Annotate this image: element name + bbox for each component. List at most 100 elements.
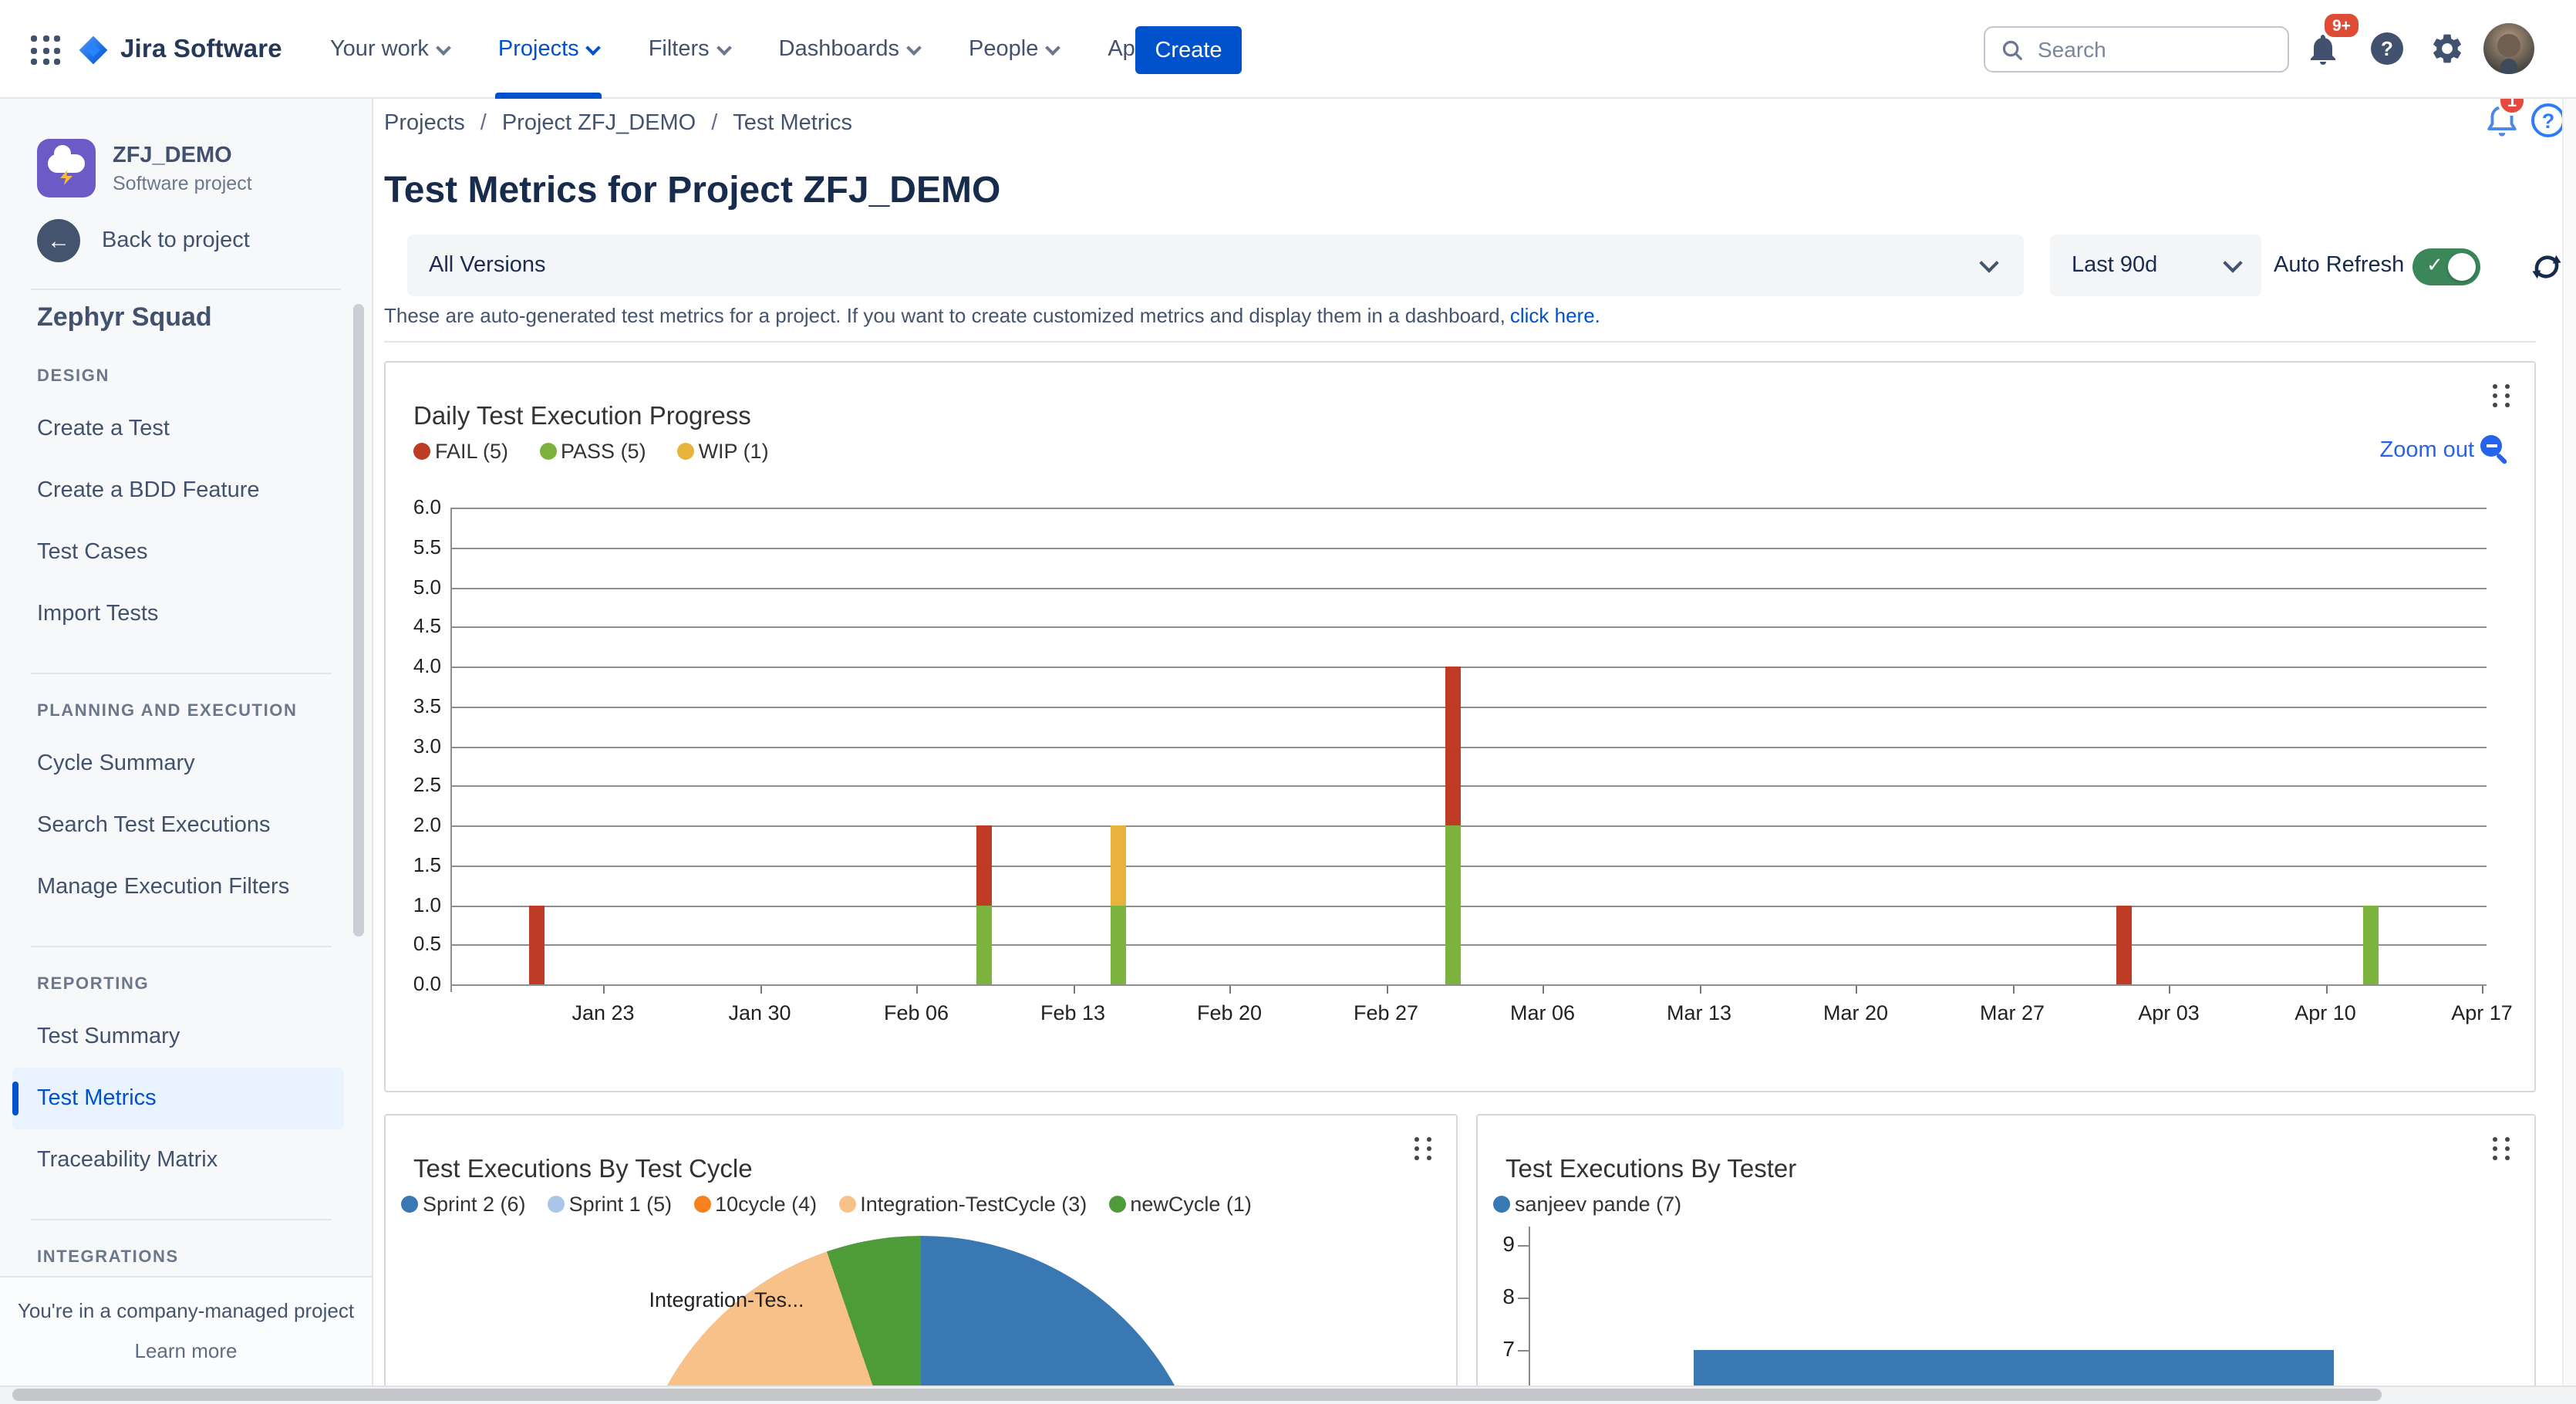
bar-segment-fail[interactable] xyxy=(1445,667,1461,825)
zoom-out-button[interactable]: Zoom out xyxy=(2380,435,2510,465)
nav-item-filters[interactable]: Filters xyxy=(649,0,732,99)
project-header[interactable]: ZFJ_DEMO Software project xyxy=(37,139,252,197)
jira-diamond-icon xyxy=(79,35,108,64)
drag-handle-icon[interactable] xyxy=(1414,1137,1435,1160)
pie-chart[interactable] xyxy=(631,1236,1211,1404)
click-here-link[interactable]: click here. xyxy=(1509,304,1600,327)
search-input[interactable] xyxy=(2035,35,2272,63)
gridline xyxy=(450,825,2487,827)
legend-item-10cycle[interactable]: 10cycle (4) xyxy=(693,1193,817,1216)
y-axis-tick xyxy=(1518,1350,1529,1352)
legend-item-integration-testcycle[interactable]: Integration-TestCycle (3) xyxy=(838,1193,1087,1216)
legend-item-sanjeev-pande[interactable]: sanjeev pande (7) xyxy=(1493,1193,1681,1216)
sidebar-item-test-metrics[interactable]: Test Metrics xyxy=(12,1068,344,1129)
sidebar-item-manage-execution-filters[interactable]: Manage Execution Filters xyxy=(37,875,290,899)
jira-logo[interactable]: Jira Software xyxy=(77,26,282,73)
help-icon[interactable]: ? xyxy=(2371,32,2403,65)
sidebar-item-search-test-executions[interactable]: Search Test Executions xyxy=(37,813,271,838)
date-range-select[interactable]: Last 90d xyxy=(2050,235,2261,296)
breadcrumb-projects[interactable]: Projects xyxy=(384,111,465,136)
chart-title: Daily Test Execution Progress xyxy=(413,402,751,430)
nav-item-projects[interactable]: Projects xyxy=(494,0,603,99)
legend-item-newcycle[interactable]: newCycle (1) xyxy=(1108,1193,1252,1216)
bar-segment-pass[interactable] xyxy=(1445,825,1461,984)
sidebar-section-divider xyxy=(31,1219,332,1220)
notifications-bell-icon[interactable] xyxy=(2305,31,2342,68)
sidebar-scrollbar-thumb[interactable] xyxy=(353,304,364,937)
chart-title: Test Executions By Test Cycle xyxy=(413,1155,753,1183)
nav-item-dashboards[interactable]: Dashboards xyxy=(779,0,922,99)
x-axis-label: Mar 06 xyxy=(1509,1001,1576,1024)
back-to-project[interactable]: ← Back to project xyxy=(37,219,250,262)
legend-item-pass[interactable]: PASS (5) xyxy=(539,440,646,463)
drag-handle-icon[interactable] xyxy=(2493,1137,2513,1160)
sidebar-item-test-summary[interactable]: Test Summary xyxy=(37,1024,180,1049)
project-sidebar: ZFJ_DEMO Software project ← Back to proj… xyxy=(0,99,373,1404)
legend-item-sprint-2[interactable]: Sprint 2 (6) xyxy=(401,1193,526,1216)
primary-nav: Your work Projects Filters Dashboards People… xyxy=(330,0,1182,99)
refresh-icon[interactable] xyxy=(2528,248,2565,285)
gridline xyxy=(450,587,2487,589)
y-axis-tick xyxy=(1518,1245,1529,1247)
legend-dot-icon xyxy=(539,443,557,460)
bar-segment-fail[interactable] xyxy=(976,825,991,905)
chevron-down-icon xyxy=(436,39,451,56)
sidebar-footer: You're in a company-managed project Lear… xyxy=(0,1276,372,1404)
chevron-down-icon xyxy=(1045,39,1061,56)
vertical-scrollbar-track[interactable] xyxy=(2562,99,2576,1385)
app-switcher-icon[interactable] xyxy=(31,35,62,66)
sidebar-item-import-tests[interactable]: Import Tests xyxy=(37,602,159,626)
sidebar-section-divider xyxy=(31,673,332,674)
bar-segment-fail[interactable] xyxy=(528,905,544,984)
back-arrow-icon: ← xyxy=(37,219,80,262)
learn-more-link[interactable]: Learn more xyxy=(134,1339,238,1362)
y-axis-tick xyxy=(1518,1298,1529,1299)
x-axis-tick xyxy=(2325,986,2327,994)
sidebar-item-create-a-test[interactable]: Create a Test xyxy=(37,417,170,441)
auto-refresh-toggle[interactable]: ✓ xyxy=(2412,248,2480,285)
sidebar-item-cycle-summary[interactable]: Cycle Summary xyxy=(37,751,195,776)
sidebar-item-test-cases[interactable]: Test Cases xyxy=(37,540,148,565)
x-axis-label: Apr 10 xyxy=(2294,1001,2356,1024)
nav-item-your-work[interactable]: Your work xyxy=(330,0,451,99)
legend-dot-icon xyxy=(838,1196,856,1213)
horizontal-scrollbar-track[interactable] xyxy=(0,1385,2576,1404)
chevron-down-icon xyxy=(2223,253,2243,273)
legend-dot-icon xyxy=(676,443,694,460)
legend-item-fail[interactable]: FAIL (5) xyxy=(413,440,508,463)
create-button[interactable]: Create xyxy=(1135,26,1242,74)
chevron-down-icon xyxy=(716,39,732,56)
page-help-icon[interactable]: ? xyxy=(2531,103,2565,137)
y-axis-label: 9 xyxy=(1502,1231,1515,1256)
bar-segment-pass[interactable] xyxy=(2362,905,2378,984)
x-axis-label: Jan 23 xyxy=(572,1001,635,1024)
x-axis-tick xyxy=(1386,986,1387,994)
search-icon xyxy=(2002,39,2022,59)
bar-segment-pass[interactable] xyxy=(976,905,991,984)
bar-segment-fail[interactable] xyxy=(2116,905,2132,984)
test-executions-by-tester-card: Test Executions By Tester sanjeev pande … xyxy=(1476,1114,2536,1404)
sidebar-item-traceability-matrix[interactable]: Traceability Matrix xyxy=(37,1148,218,1173)
test-executions-by-test-cycle-card: Test Executions By Test Cycle Sprint 2 (… xyxy=(384,1114,1458,1404)
auto-refresh-label: Auto Refresh xyxy=(2274,253,2405,278)
horizontal-scrollbar-thumb[interactable] xyxy=(12,1389,2382,1401)
legend-item-sprint-1[interactable]: Sprint 1 (5) xyxy=(547,1193,672,1216)
y-axis-line xyxy=(450,508,452,992)
user-avatar[interactable] xyxy=(2483,23,2534,74)
version-filter-select[interactable]: All Versions xyxy=(407,235,2024,296)
gridline xyxy=(450,706,2487,708)
drag-handle-icon[interactable] xyxy=(2493,384,2513,407)
sidebar-item-create-a-bdd-feature[interactable]: Create a BDD Feature xyxy=(37,478,260,503)
search-box[interactable] xyxy=(1984,26,2289,73)
breadcrumb-project-zfj-demo[interactable]: Project ZFJ_DEMO xyxy=(501,111,696,136)
managed-project-note: You're in a company-managed project xyxy=(17,1299,355,1322)
bar-segment-wip[interactable] xyxy=(1110,825,1125,905)
zephyr-squad-title: Zephyr Squad xyxy=(37,302,212,332)
legend-item-wip[interactable]: WIP (1) xyxy=(676,440,769,463)
legend-dot-icon xyxy=(693,1196,711,1213)
bar-segment-pass[interactable] xyxy=(1110,905,1125,984)
nav-item-people[interactable]: People xyxy=(969,0,1061,99)
y-axis-label: 8 xyxy=(1502,1284,1515,1308)
settings-gear-icon[interactable] xyxy=(2429,31,2465,66)
